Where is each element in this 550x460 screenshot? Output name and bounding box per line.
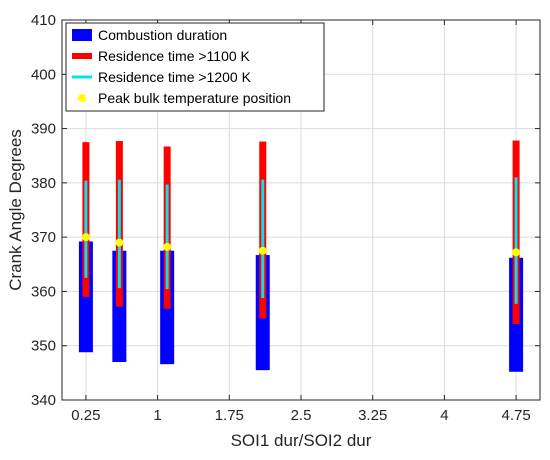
x-axis-label: SOI1 dur/SOI2 dur bbox=[231, 431, 372, 450]
legend-entry-label: Peak bulk temperature position bbox=[98, 90, 291, 106]
legend: Combustion duration Residence time >1100 … bbox=[65, 22, 325, 112]
x-tick-label: 3.25 bbox=[358, 407, 387, 424]
y-tick-label: 410 bbox=[31, 12, 56, 29]
peak-temperature-marker bbox=[258, 246, 267, 255]
peak-temperature-marker bbox=[163, 242, 172, 251]
x-tick-label: 4 bbox=[440, 407, 448, 424]
x-tick-label: 1 bbox=[153, 407, 161, 424]
y-tick-label: 370 bbox=[31, 229, 56, 246]
legend-entry-label: Residence time >1100 K bbox=[98, 48, 251, 64]
y-tick-label: 360 bbox=[31, 283, 56, 300]
y-tick-label: 350 bbox=[31, 338, 56, 355]
legend-swatch-peak bbox=[78, 94, 86, 102]
data-marks bbox=[78, 140, 524, 372]
ticks: 340 350 360 370 380 390 400 410 0.25 1 1.75 2.5 3.25… bbox=[31, 12, 540, 424]
y-tick-label: 400 bbox=[31, 66, 56, 83]
y-axis-label: Crank Angle Degrees bbox=[6, 129, 25, 291]
y-tick-label: 380 bbox=[31, 175, 56, 192]
peak-temperature-marker bbox=[115, 238, 124, 247]
y-tick-label: 340 bbox=[31, 392, 56, 409]
legend-box bbox=[65, 22, 325, 112]
legend-swatch-combustion bbox=[72, 29, 92, 41]
x-tick-label: 1.75 bbox=[215, 407, 244, 424]
peak-temperature-marker bbox=[81, 233, 90, 242]
x-tick-label: 4.75 bbox=[501, 407, 530, 424]
legend-entry-label: Combustion duration bbox=[98, 27, 227, 43]
peak-temperature-marker bbox=[512, 248, 521, 257]
legend-entry-label: Residence time >1200 K bbox=[98, 69, 252, 85]
x-tick-label: 0.25 bbox=[71, 407, 100, 424]
y-tick-label: 390 bbox=[31, 121, 56, 138]
legend-swatch-res1100 bbox=[72, 53, 92, 59]
x-tick-label: 2.5 bbox=[291, 407, 312, 424]
